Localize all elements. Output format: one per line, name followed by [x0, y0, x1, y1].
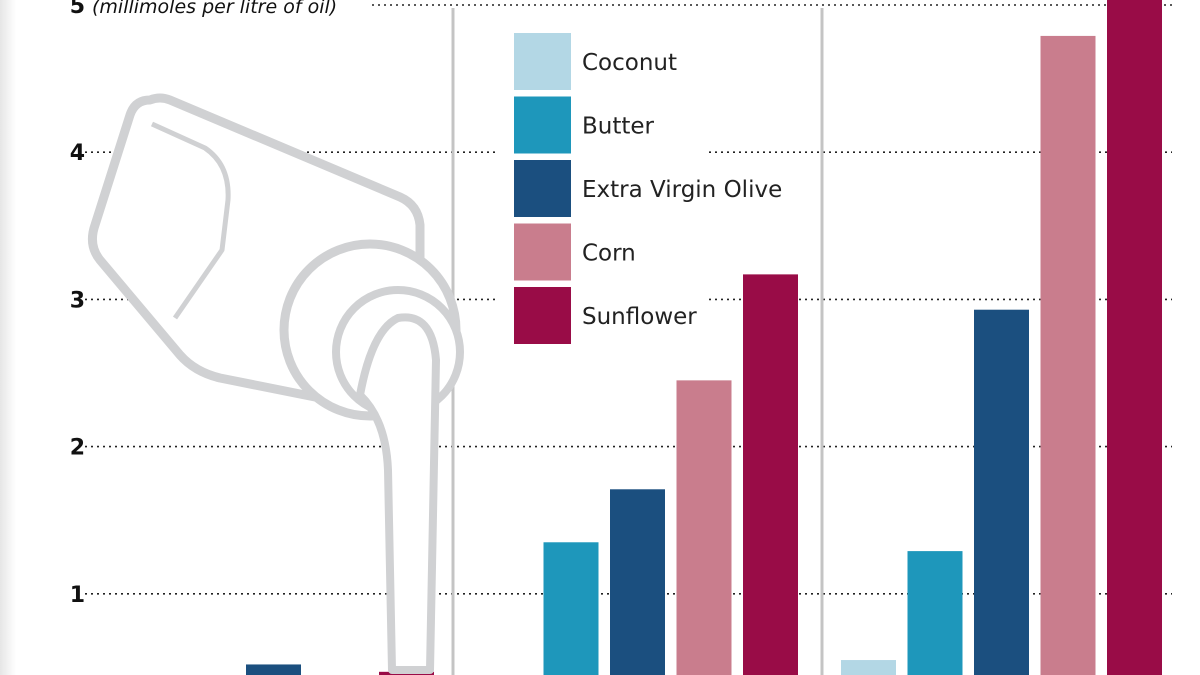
y-tick-label: 5	[70, 0, 85, 19]
legend-label: Extra Virgin Olive	[582, 177, 782, 203]
bar-sunflower	[743, 274, 798, 675]
bar-sunflower	[1107, 0, 1162, 675]
legend-swatch	[514, 223, 571, 281]
y-tick-label: 1	[70, 583, 85, 608]
legend-label: Sunflower	[582, 304, 697, 330]
page-edge-shadow	[0, 0, 16, 675]
y-tick-label: 3	[70, 288, 85, 313]
bottle-highlight	[150, 121, 231, 320]
bar-extra-virgin-olive	[974, 309, 1029, 675]
bar-butter	[907, 551, 963, 675]
legend-label: Corn	[582, 241, 636, 267]
legend-swatch	[514, 287, 571, 344]
bar-corn	[676, 380, 732, 675]
bar-coconut	[841, 660, 896, 675]
bar-corn	[1040, 35, 1096, 675]
oil-bottle-illustration	[87, 93, 464, 674]
y-axis-unit-label: (millimoles per litre of oil)	[92, 0, 337, 18]
legend-swatch	[514, 160, 571, 217]
legend-label: Coconut	[582, 50, 677, 76]
oil-stream	[356, 313, 440, 674]
y-tick-label: 2	[70, 436, 85, 461]
y-tick-label: 4	[70, 141, 85, 166]
legend: Coconut Butter Extra Virgin Olive Corn Sunfl…	[498, 25, 782, 360]
legend-swatch	[514, 33, 571, 90]
legend-swatch	[514, 96, 571, 154]
legend-label: Butter	[582, 114, 655, 140]
bar-butter	[543, 542, 599, 675]
bar-extra-virgin-olive	[610, 489, 665, 675]
bar-extra-virgin-olive	[246, 664, 301, 675]
